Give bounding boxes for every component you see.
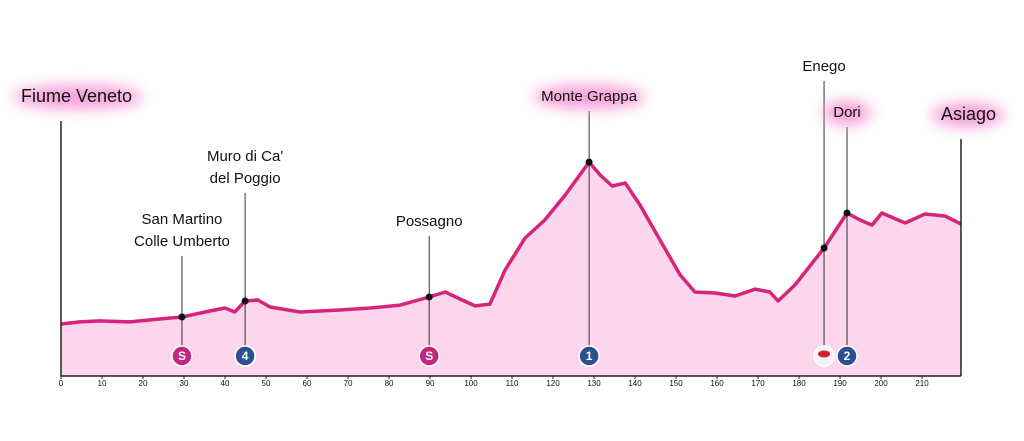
point-label: Muro di Ca' [207,148,283,165]
badge-text: 1 [586,349,593,363]
point-marker [178,313,186,321]
x-tick-label: 50 [262,379,271,388]
area-fill [61,162,961,376]
x-tick-label: 40 [221,379,230,388]
highlight [533,85,646,109]
point-label: Colle Umberto [134,233,230,250]
x-tick-label: 150 [669,379,683,388]
point-marker [820,244,828,252]
end-label: Fiume Veneto [21,86,132,106]
badge-text: S [425,349,433,363]
x-tick-label: 0 [59,379,64,388]
badge [578,345,600,367]
point-label: San Martino [142,211,223,228]
badge [234,345,256,367]
badge-text: 4 [242,349,249,363]
x-tick-label: 60 [303,379,312,388]
point-marker [425,293,433,301]
highlight [13,85,143,109]
badge [836,345,858,367]
end-label: Asiago [941,104,996,124]
point-label: Monte Grappa [541,88,638,105]
x-tick-label: 190 [833,379,847,388]
badge-text: S [178,349,186,363]
badge-text: 2 [844,349,851,363]
badge [418,345,440,367]
x-tick-label: 80 [385,379,394,388]
point-marker [585,158,593,166]
x-tick-label: 170 [751,379,765,388]
x-tick-label: 120 [546,379,560,388]
badge-logo [818,350,831,358]
x-tick-label: 30 [180,379,189,388]
x-tick-label: 200 [874,379,888,388]
highlight [823,101,872,125]
profile-line [60,160,962,326]
point-marker [241,297,249,305]
point-label: Enego [802,58,845,75]
badge [171,345,193,367]
x-tick-label: 140 [628,379,642,388]
point-marker [843,209,851,217]
x-tick-label: 210 [915,379,929,388]
point-label: del Poggio [210,170,281,187]
x-tick-label: 20 [139,379,148,388]
point-label: Dori [833,104,861,121]
highlight [931,103,1004,127]
x-tick-label: 180 [792,379,806,388]
point-label: Possagno [396,213,463,230]
x-tick-label: 70 [344,379,353,388]
x-tick-label: 110 [506,379,519,388]
x-tick-label: 100 [464,379,478,388]
x-tick-label: 10 [98,379,107,388]
x-tick-label: 130 [587,379,601,388]
x-tick-label: 90 [426,379,435,388]
x-tick-label: 160 [710,379,724,388]
